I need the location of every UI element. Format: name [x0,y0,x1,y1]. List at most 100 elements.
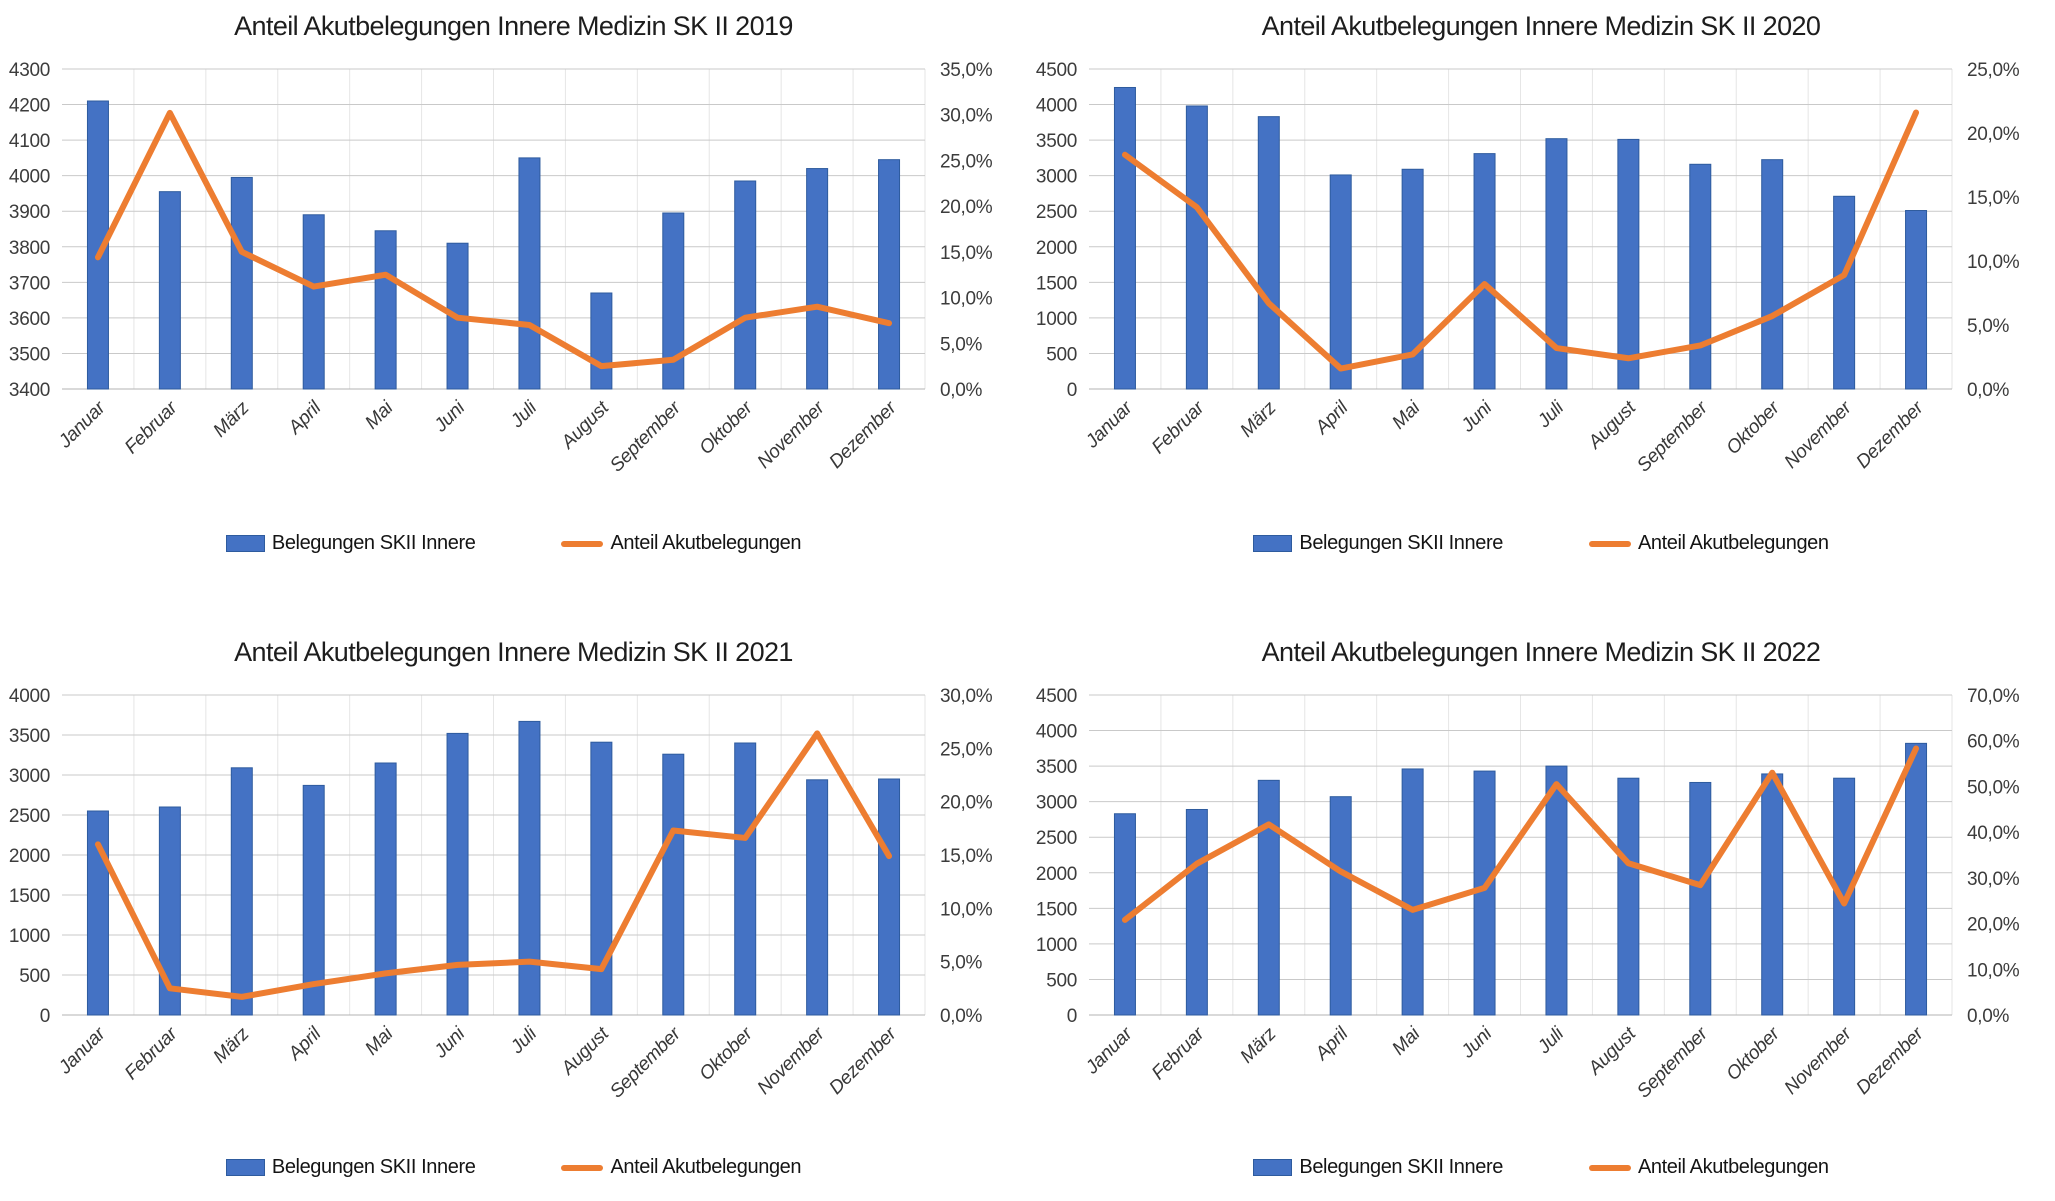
month-label: November [754,1023,830,1099]
month-label: Juli [506,1023,542,1059]
right-axis-label: 10,0% [940,899,993,920]
right-axis-label: 20,0% [1967,124,2020,145]
right-axis-label: 20,0% [940,793,993,814]
line-series-label: Anteil Akutbelegungen [1637,532,1829,554]
chart-plot-2022: 4500 4000 3500 3000 2500 2000 1500 1000 500 0 70,0… [1036,686,2020,1102]
bar-Juni [446,732,469,1016]
right-axis-label: 30,0% [940,106,993,127]
left-axis-label: 4000 [9,686,50,707]
month-label: August [1584,397,1641,454]
month-label: April [1311,397,1353,439]
right-axis-label: 0,0% [1967,1006,2010,1027]
left-axis-label: 2500 [9,806,50,827]
bar-November [806,779,829,1016]
right-axis-label: 20,0% [1967,915,2020,936]
bar-Mai [374,230,397,390]
right-axis-label: 5,0% [1967,316,2010,337]
right-axis-label: 35,0% [940,60,993,81]
month-label: Mai [361,1023,398,1060]
left-axis-label: 1500 [1036,273,1077,294]
bar-Februar [158,806,181,1016]
line-series-label: Anteil Akutbelegungen [1637,1156,1829,1178]
left-axis-label: 3600 [9,309,50,330]
line-anteil-akutbelegungen [94,730,893,1000]
month-label: Dezember [1852,1023,1928,1099]
month-label: Februar [121,397,182,458]
bar-Dezember [1905,742,1928,1016]
chart-cell-2022: Anteil Akutbelegungen Innere Medizin SK … [1027,600,2055,1201]
chart-title-2022: Anteil Akutbelegungen Innere Medizin SK … [1261,637,1821,667]
right-axis-label: 30,0% [1967,869,2020,890]
bar-September [662,212,685,390]
month-label: März [1236,397,1280,441]
month-label: Februar [121,1023,182,1084]
line-series-label: Anteil Akutbelegungen [610,532,802,554]
left-axis-label: 4300 [9,60,50,81]
bar-April [1329,174,1352,390]
right-axis-label: 25,0% [940,151,993,172]
left-axis-label: 3000 [1036,167,1077,188]
month-label: Februar [1148,1023,1209,1084]
month-label: November [754,397,830,473]
left-axis-label: 2500 [1036,202,1077,223]
left-axis-label: 3500 [9,344,50,365]
month-label: April [1311,1023,1353,1065]
left-axis-label: 1000 [9,926,50,947]
bar-Oktober [1761,159,1784,390]
month-label: Dezember [825,1023,901,1099]
month-label: Mai [1388,397,1425,434]
line-series-swatch-icon [1588,540,1631,547]
right-axis-label: 15,0% [940,846,993,867]
month-label: Januar [1081,397,1137,453]
left-axis-label: 3500 [9,726,50,747]
right-axis-label: 70,0% [1967,686,2020,707]
bar-Dezember [1905,210,1928,390]
bar-series-swatch-icon [1253,1159,1293,1176]
bar-August [590,741,613,1016]
legend-entry-bars: Belegungen SKII Innere [1253,532,1503,555]
bar-März [1257,779,1280,1016]
bar-September [662,753,685,1016]
line-anteil-akutbelegungen [94,109,893,370]
bar-September [1689,163,1712,390]
month-label: Juli [1533,397,1569,433]
month-label: April [284,1023,326,1065]
month-label: Januar [1081,1023,1137,1079]
month-label: Mai [361,397,398,434]
bar-Mai [1401,768,1424,1016]
right-axis-label: 50,0% [1967,777,2020,798]
bar-series-label: Belegungen SKII Innere [1299,532,1503,554]
month-label: März [209,397,253,441]
bar-November [806,168,829,390]
chart-plot-2019: 4300 4200 4100 4000 3900 3800 3700 3600 3500 3400… [9,60,993,476]
bar-Juli [1545,138,1568,390]
left-axis-label: 2500 [1036,828,1077,849]
left-axis-label: 4000 [9,167,50,188]
month-label: September [606,1023,685,1102]
left-axis-label: 1000 [1036,935,1077,956]
right-axis-label: 5,0% [940,334,983,355]
bar-series-label: Belegungen SKII Innere [271,532,476,554]
bar-Mai [1401,168,1424,390]
right-axis-label: 20,0% [940,197,993,218]
month-label: Oktober [1723,1023,1785,1085]
bar-August [1617,777,1640,1016]
left-axis-label: 500 [1046,970,1077,991]
bar-Oktober [734,742,757,1016]
chart-plot-2021: 4000 3500 3000 2500 2000 1500 1000 500 0 30,0% 25,… [9,686,993,1102]
legend-entry-bars: Belegungen SKII Innere [225,532,476,555]
left-axis-label: 2000 [9,846,50,867]
bar-August [1617,138,1640,390]
left-axis-label: 2000 [1036,238,1077,259]
month-label: Januar [54,397,110,453]
month-label: Juni [430,1023,470,1063]
month-label: Juni [430,397,470,437]
legend-entry-line: Anteil Akutbelegungen [1588,532,1829,555]
left-axis-label: 3700 [9,273,50,294]
bar-Juli [1545,765,1568,1016]
bar-series-label: Belegungen SKII Innere [271,1156,476,1178]
bar-series-swatch-icon [225,1159,265,1176]
left-axis-label: 3900 [9,202,50,223]
left-axis-label: 1500 [9,886,50,907]
chart-cell-2020: Anteil Akutbelegungen Innere Medizin SK … [1027,0,2055,600]
